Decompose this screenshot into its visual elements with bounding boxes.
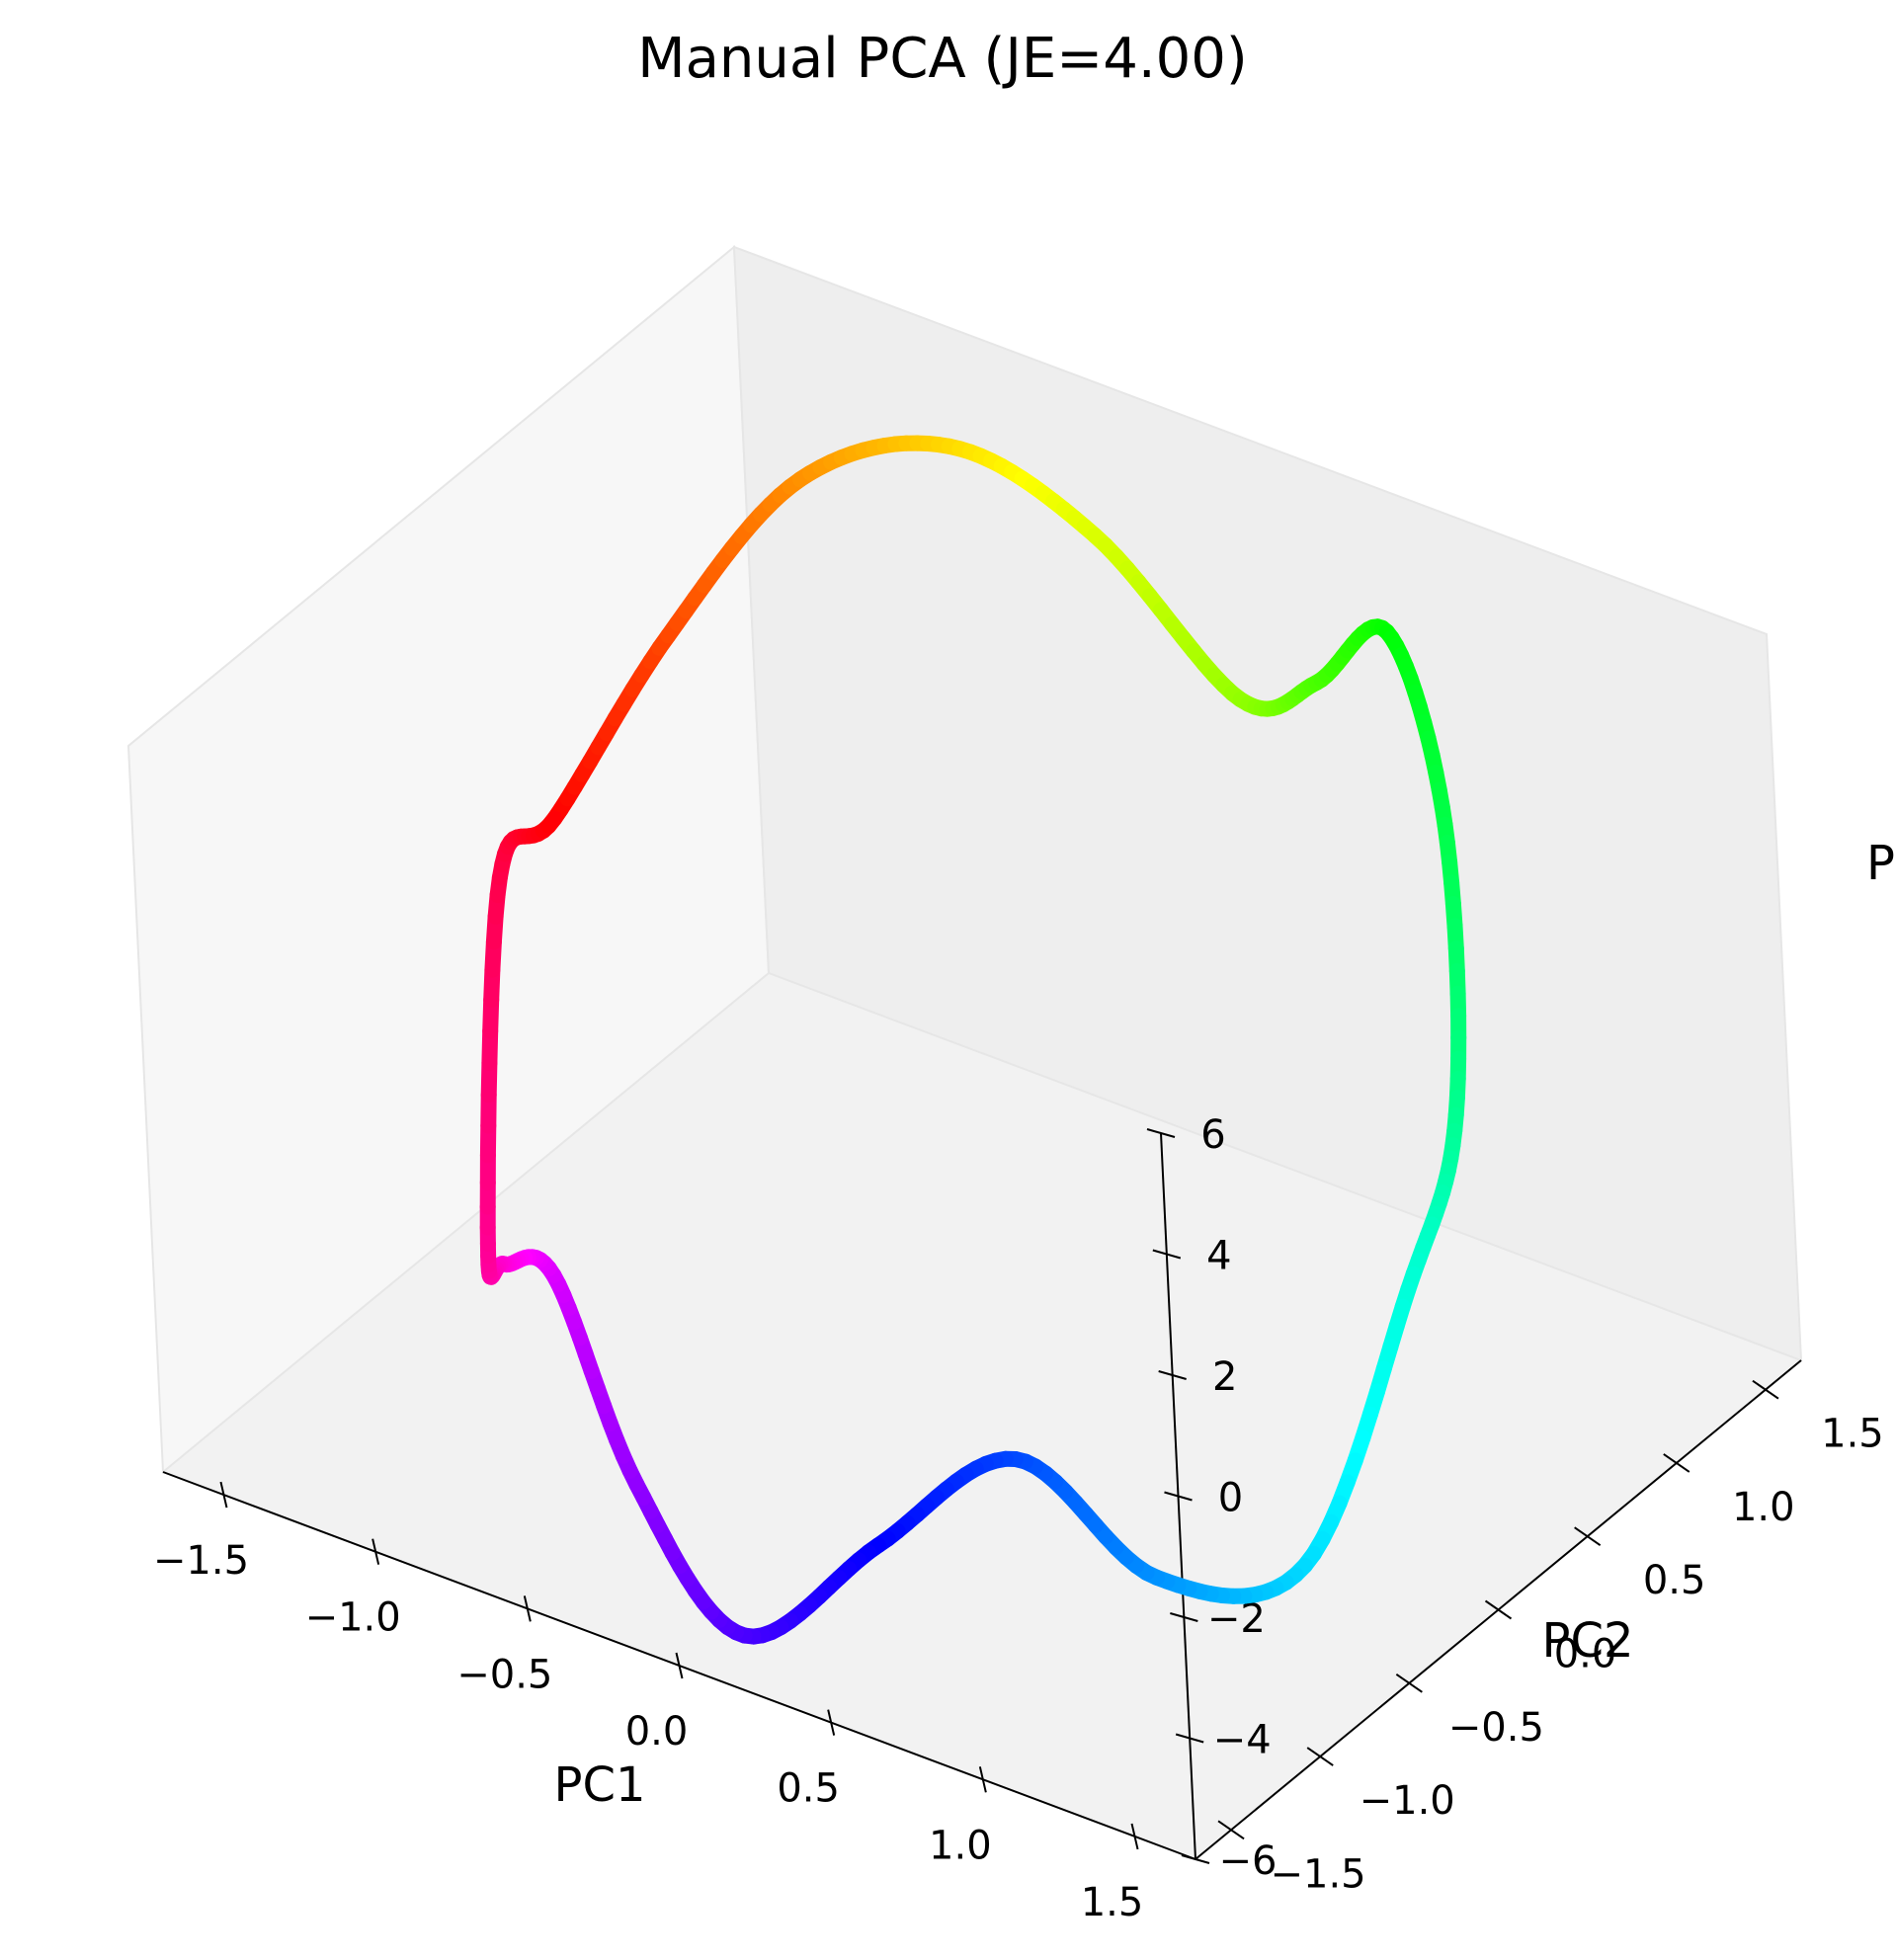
y-tick [1217,1820,1245,1840]
y-tick-label: −0.5 [1448,1705,1544,1751]
y-tick-label: 1.5 [1821,1412,1884,1457]
axes: −1.5−1.0−0.50.00.51.01.5−1.5−1.0−0.50.00… [153,1112,1884,1925]
x-tick [827,1709,836,1736]
z-tick [1175,1733,1204,1744]
z-tick-label: 2 [1212,1354,1237,1400]
y-tick [1752,1379,1779,1400]
x-tick-label: −0.5 [456,1652,552,1697]
z-tick [1164,1491,1193,1502]
z-tick-label: −4 [1213,1718,1272,1763]
x-tick [1130,1823,1139,1850]
y-tick-label: 1.0 [1732,1485,1795,1530]
z-tick [1152,1249,1182,1260]
x-tick [978,1766,987,1793]
y-tick-label: −1.0 [1360,1778,1455,1824]
x-tick-label: −1.0 [305,1595,401,1641]
y-tick [1663,1453,1690,1473]
z-tick [1170,1612,1198,1622]
x-tick-label: 1.0 [929,1823,992,1868]
y-tick [1306,1747,1334,1766]
y-tick [1574,1526,1602,1547]
z-tick-label: 4 [1206,1234,1231,1279]
x-tick-label: −1.5 [153,1538,249,1584]
z-tick-label: 0 [1218,1476,1243,1521]
back-pane [732,245,1803,1362]
z-axis-label: P [1866,836,1895,891]
z-tick [1158,1370,1187,1380]
z-tick-label: 6 [1200,1112,1225,1158]
x-tick-label: 1.5 [1081,1880,1144,1925]
x-tick [371,1538,380,1565]
y-axis-label: PC2 [1542,1613,1634,1669]
x-tick [523,1595,532,1622]
y-tick-label: −1.5 [1270,1851,1365,1897]
x-axis-label: PC1 [554,1757,646,1813]
z-tick [1181,1854,1210,1864]
y-tick [1484,1599,1513,1620]
y-tick-label: 0.0 [1554,1632,1617,1677]
x-tick [675,1652,684,1679]
z-tick-label: −6 [1219,1838,1278,1884]
x-tick-label: 0.5 [777,1766,840,1812]
axis-panes [126,244,1803,1859]
y-tick [1395,1673,1423,1693]
z-tick [1146,1128,1176,1138]
chart-title: Manual PCA (JE=4.00) [637,27,1247,91]
x-tick [219,1481,228,1509]
curve-segment [540,810,563,834]
x-tick-label: 0.0 [625,1709,689,1755]
data-curve [479,435,1467,1645]
y-tick-label: 0.5 [1643,1558,1706,1603]
floor-pane [163,973,1801,1859]
